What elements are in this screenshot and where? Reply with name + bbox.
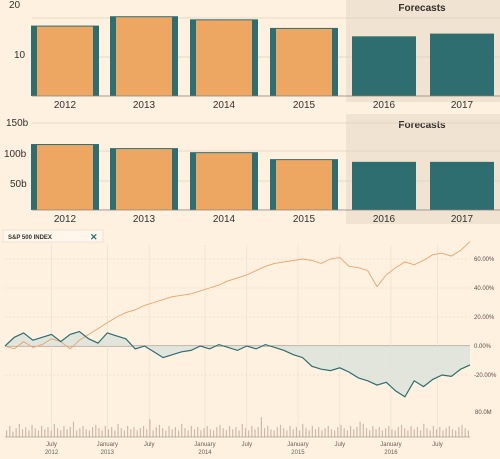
forecast-label-top: Forecasts <box>398 3 446 14</box>
bar-2012 <box>31 144 99 210</box>
xtick-month-2: July <box>144 442 155 448</box>
bar-2014 <box>190 19 258 97</box>
ytick-top-10: 10 <box>14 50 26 61</box>
bar-2017 <box>430 33 494 96</box>
xtick-month-0: July <box>46 442 57 448</box>
xtick-month-1: January <box>97 442 118 448</box>
bar-2016 <box>352 161 416 210</box>
bar-top-2015 <box>276 28 332 97</box>
bar-mid-2013 <box>116 149 172 210</box>
ytick-line-3: 0.00% <box>474 344 492 350</box>
xtick-year-0: 2012 <box>45 450 59 456</box>
legend-label: S&P 500 INDEX <box>8 235 52 241</box>
bar-top-2017-forecast <box>430 33 494 96</box>
legend-box <box>2 229 104 243</box>
xtick-mid-2016: 2016 <box>373 214 396 225</box>
xtick-mid-2015: 2015 <box>293 214 316 225</box>
xtick-year-5: 2015 <box>291 450 305 456</box>
xtick-month-3: January <box>194 442 215 448</box>
xtick-year-7: 2016 <box>384 450 398 456</box>
sp500-line <box>4 241 471 350</box>
xtick-month-6: July <box>334 442 345 448</box>
xtick-month-8: July <box>432 442 443 448</box>
bar-2013 <box>110 148 178 210</box>
ytick-mid-50: 50b <box>10 179 27 190</box>
bar-2014 <box>190 152 258 210</box>
xtick-top-2016: 2016 <box>373 100 396 111</box>
bar-2012 <box>31 25 99 96</box>
bar-chart-top: Forecasts 20 10 2012 2013 2014 2015 2016 2017 <box>9 0 500 111</box>
volume-label: 80.0M <box>475 410 492 416</box>
xtick-top-2014: 2014 <box>213 100 236 111</box>
relative-line <box>4 330 471 398</box>
bar-mid-2016-forecast <box>352 161 416 210</box>
relative-area <box>5 331 470 397</box>
bar-top-2013 <box>116 17 172 96</box>
bar-mid-2017-forecast <box>430 161 494 210</box>
ytick-line-1: 40.00% <box>474 286 495 292</box>
xtick-month-7: January <box>380 442 401 448</box>
bar-2015 <box>270 27 338 97</box>
bar-2016 <box>352 36 416 96</box>
ytick-mid-150: 150b <box>6 118 29 129</box>
ytick-line-0: 60.00% <box>474 257 495 263</box>
ytick-top-20: 20 <box>9 0 21 11</box>
legend: S&P 500 INDEX ✕ <box>2 229 104 243</box>
legend-close-icon[interactable]: ✕ <box>90 232 98 242</box>
bar-mid-2015 <box>276 160 332 210</box>
bar-top-2012 <box>37 26 93 96</box>
ytick-line-2: 20.00% <box>474 315 495 321</box>
bar-2013 <box>110 16 178 96</box>
xtick-year-3: 2014 <box>198 450 212 456</box>
xtick-year-1: 2013 <box>101 450 115 456</box>
xtick-top-2013: 2013 <box>133 100 156 111</box>
sp500-line-chart: S&P 500 INDEX ✕ 60.00% 40.00% 20.00% 0.00% -… <box>2 229 497 456</box>
xtick-mid-2014: 2014 <box>213 214 236 225</box>
bar-top-2016-forecast <box>352 36 416 96</box>
xtick-mid-2012: 2012 <box>54 214 77 225</box>
xtick-top-2015: 2015 <box>293 100 316 111</box>
xtick-month-5: January <box>287 442 308 448</box>
forecast-label-middle: Forecasts <box>398 120 446 131</box>
xtick-mid-2017: 2017 <box>451 214 474 225</box>
bar-mid-2012 <box>37 145 93 210</box>
xtick-month-4: July <box>241 442 252 448</box>
bar-2017 <box>430 161 494 210</box>
bar-mid-2014 <box>196 153 252 210</box>
bar-top-2014 <box>196 20 252 97</box>
ytick-mid-100: 100b <box>4 149 27 160</box>
bar-2015 <box>270 159 338 210</box>
bar-chart-middle: Forecasts 150b 100b 50b 2012 2013 2014 2015… <box>4 114 500 225</box>
xtick-top-2012: 2012 <box>54 100 77 111</box>
xtick-mid-2013: 2013 <box>133 214 156 225</box>
xtick-top-2017: 2017 <box>451 100 474 111</box>
ytick-line-4: -20.00% <box>474 373 497 379</box>
